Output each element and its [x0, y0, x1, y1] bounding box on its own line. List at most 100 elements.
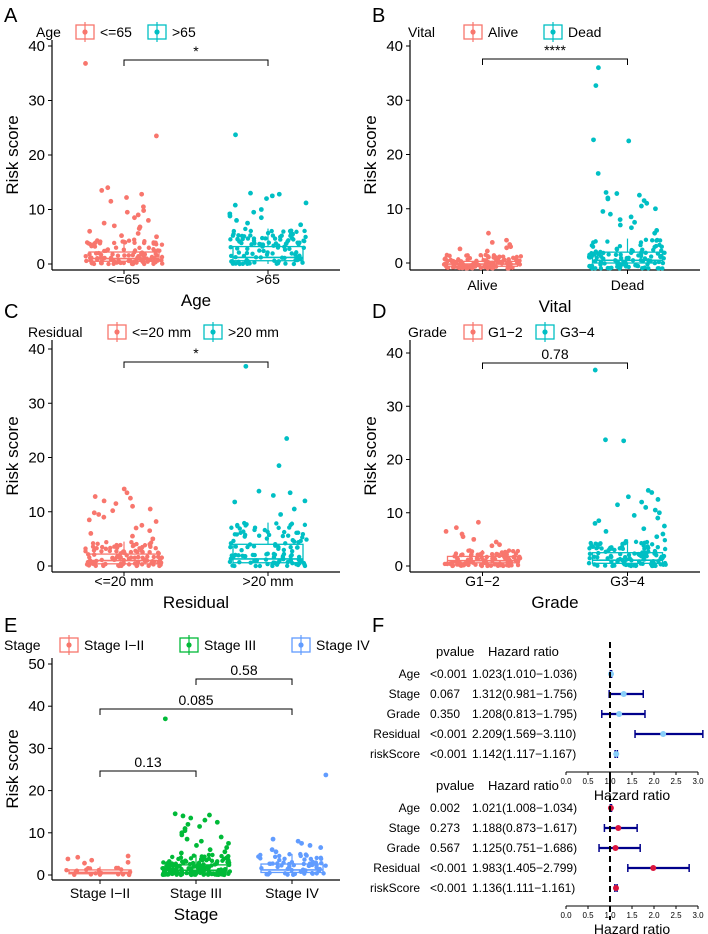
data-point — [638, 561, 643, 566]
hr-point — [608, 671, 615, 677]
data-point — [147, 528, 153, 534]
data-point — [652, 260, 658, 266]
data-point — [264, 536, 270, 541]
data-point — [618, 551, 623, 557]
x-axis-title: Grade — [531, 593, 578, 612]
data-point — [302, 498, 308, 504]
data-point — [504, 563, 510, 568]
data-point — [587, 546, 592, 551]
data-point — [458, 259, 464, 264]
data-point — [276, 463, 282, 469]
data-point — [645, 544, 650, 549]
legend-key: Alive — [463, 22, 519, 42]
legend-title: Stage — [4, 637, 41, 653]
data-point — [499, 550, 505, 555]
data-point — [99, 544, 105, 550]
y-tick-label: 20 — [386, 147, 403, 164]
y-tick-label: 0 — [37, 558, 45, 575]
x-tick-label: 1.0 — [604, 911, 616, 920]
data-point — [517, 258, 522, 263]
data-point — [187, 861, 193, 867]
data-point — [475, 556, 480, 562]
data-point — [195, 869, 200, 875]
comparison-bracket: 0.78 — [482, 346, 628, 369]
legend-swatch-dot — [82, 29, 88, 35]
data-point — [620, 541, 625, 547]
data-point — [96, 512, 102, 517]
data-point — [124, 195, 129, 200]
data-point — [278, 512, 284, 517]
data-point — [655, 544, 661, 550]
bracket-line — [123, 361, 269, 368]
data-point — [248, 233, 253, 238]
forest-row: Grade 0.350 1.208(0.813−1.795) — [387, 707, 646, 721]
data-point — [128, 495, 133, 501]
data-point — [301, 245, 307, 250]
data-point — [283, 541, 288, 546]
data-point — [137, 546, 142, 551]
data-point — [139, 562, 145, 567]
data-point — [658, 254, 663, 259]
data-point — [281, 556, 286, 562]
data-point — [316, 868, 322, 874]
data-point — [655, 497, 661, 502]
data-point — [179, 832, 185, 838]
data-point — [92, 552, 97, 557]
data-point — [489, 551, 495, 557]
data-point — [163, 870, 168, 875]
data-point — [278, 234, 283, 240]
data-point — [91, 561, 96, 567]
legend-label: G1−2 — [488, 324, 523, 340]
y-tick-label: 0 — [395, 255, 403, 272]
data-point — [453, 525, 459, 531]
data-point — [287, 525, 292, 530]
data-point — [481, 558, 486, 563]
data-point — [493, 264, 499, 269]
legend-label: Alive — [488, 24, 519, 40]
x-tick-label: 1.5 — [626, 777, 638, 786]
data-point — [258, 255, 264, 260]
data-point — [626, 138, 632, 144]
data-point — [662, 560, 668, 566]
data-point — [150, 536, 156, 542]
data-point — [235, 236, 240, 242]
data-point — [113, 501, 119, 507]
data-point — [639, 499, 645, 505]
data-point — [228, 556, 234, 562]
y-tick-label: 0 — [395, 558, 403, 575]
data-point — [290, 561, 295, 566]
data-point — [180, 813, 186, 819]
data-point — [510, 265, 515, 270]
y-tick-label: 20 — [28, 450, 45, 467]
data-point — [229, 553, 234, 558]
row-pvalue: <0.001 — [430, 727, 467, 741]
box-Alive — [441, 230, 524, 271]
data-point — [115, 543, 121, 549]
y-tick-label: 20 — [386, 452, 403, 469]
y-tick-label: 0 — [37, 256, 45, 273]
data-point — [299, 840, 304, 846]
x-tick-label: 2.0 — [648, 777, 660, 786]
data-point — [631, 563, 637, 568]
data-point — [124, 553, 129, 558]
data-point — [510, 255, 516, 261]
col-header-pvalue: pvalue — [436, 778, 474, 793]
bracket-line — [482, 58, 628, 65]
data-point — [134, 259, 139, 264]
data-point — [457, 246, 463, 252]
data-point — [303, 234, 308, 240]
data-point — [603, 528, 609, 534]
data-point — [640, 266, 645, 271]
row-hr-text: 1.136(1.111−1.161) — [472, 881, 575, 895]
data-point — [256, 488, 262, 494]
data-point — [284, 563, 290, 569]
data-point — [632, 219, 637, 225]
hr-point — [613, 751, 620, 757]
data-point — [599, 546, 604, 551]
hr-point — [660, 731, 667, 737]
data-point — [262, 527, 268, 533]
legend-label: G3−4 — [560, 324, 595, 340]
data-point — [643, 237, 649, 243]
data-point — [216, 867, 221, 873]
data-point — [662, 546, 668, 552]
